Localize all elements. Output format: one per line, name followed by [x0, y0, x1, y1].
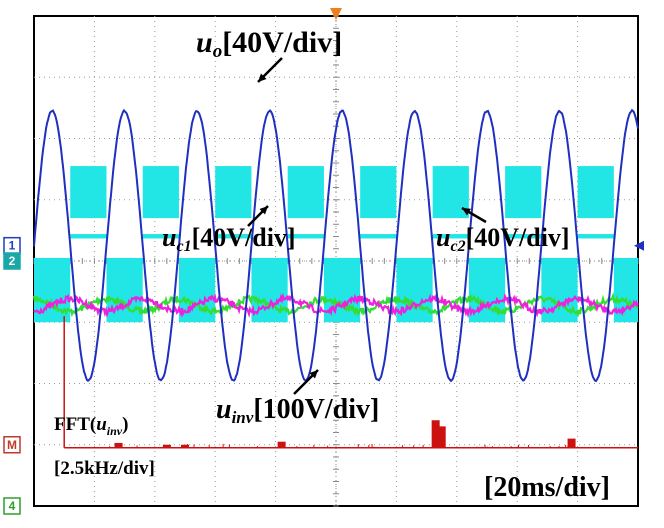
inv-high-band	[215, 166, 252, 219]
channel-marker-label: 4	[9, 499, 16, 513]
channel-marker-box	[3, 436, 21, 454]
inv-high-band	[577, 234, 614, 239]
channel-marker-2: 2	[3, 252, 21, 270]
inv-high-band	[287, 234, 324, 239]
inv-high-band	[432, 234, 469, 239]
fft-peak	[437, 426, 446, 448]
trace-u-o	[33, 108, 639, 383]
inv-high-band	[360, 234, 397, 239]
arrow-u-inv-head	[309, 370, 318, 379]
label-timebase: [20ms/div]	[484, 472, 610, 503]
label-u-o: uo[40V/div]	[196, 26, 342, 62]
fft-peak	[567, 438, 576, 448]
channel-marker-box	[3, 252, 21, 270]
channel-marker-label: M	[7, 438, 17, 452]
inv-high-band	[287, 166, 324, 219]
inv-high-band	[505, 234, 542, 239]
arrow-u-c2-head	[462, 208, 471, 216]
channel-marker-1: 1	[3, 236, 21, 255]
channel-marker-box	[3, 497, 21, 515]
inv-high-band	[505, 166, 542, 219]
label-u-inv: uinv[100V/div]	[216, 394, 379, 427]
inv-high-band	[142, 166, 179, 219]
arrow-u-o-head	[258, 73, 267, 82]
channel-marker-4: 4	[3, 497, 21, 515]
label-fft-scale: [2.5kHz/div]	[54, 458, 155, 479]
inv-high-band	[215, 234, 252, 239]
inv-low-band	[106, 257, 143, 323]
inv-high-band	[432, 166, 469, 219]
fft-peak	[162, 444, 171, 448]
channel-marker-label: 1	[9, 239, 16, 253]
channel-marker-m: M	[3, 436, 21, 454]
fft-peak	[181, 444, 189, 448]
label-u-c2: uc2[40V/div]	[436, 223, 570, 255]
fft-peak	[431, 420, 440, 448]
inv-high-band	[70, 234, 107, 239]
label-fft: FFT(uinv)	[54, 414, 128, 438]
trigger-marker	[330, 8, 342, 20]
inv-high-band	[577, 166, 614, 219]
trace-u-c1	[33, 292, 639, 319]
inv-high-band	[70, 166, 107, 219]
fft-peak	[114, 442, 123, 448]
channel-marker-label: 2	[9, 254, 16, 268]
fft-peak	[277, 441, 286, 448]
inv-high-band	[142, 234, 179, 239]
inv-high-band	[360, 166, 397, 219]
ch1-offset-arrow	[634, 240, 644, 251]
label-u-c1: uc1[40V/div]	[162, 223, 296, 255]
arrow-u-c1-head	[259, 206, 268, 215]
